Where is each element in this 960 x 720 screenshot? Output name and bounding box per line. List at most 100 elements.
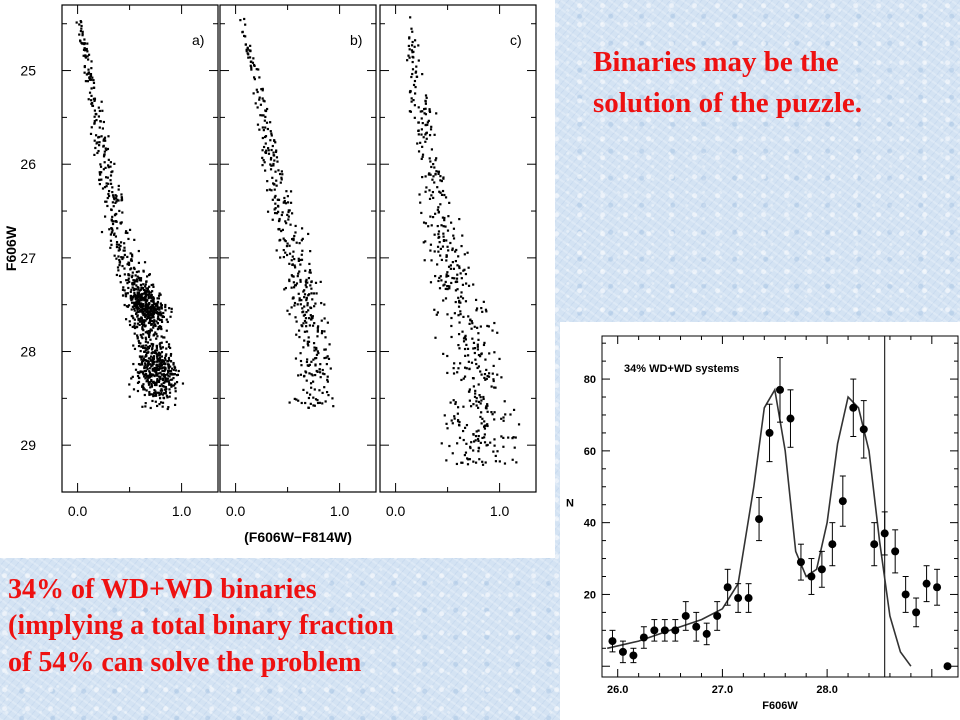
- star-point: [153, 306, 156, 309]
- star-point: [312, 358, 315, 361]
- star-point: [151, 360, 154, 364]
- star-point: [139, 309, 143, 312]
- star-point: [141, 308, 144, 311]
- star-point: [169, 369, 173, 373]
- star-point: [170, 307, 173, 310]
- star-point: [152, 283, 155, 286]
- star-point: [119, 281, 122, 284]
- star-point: [279, 238, 282, 242]
- star-point: [137, 261, 141, 264]
- star-point: [477, 406, 480, 409]
- star-point: [90, 60, 93, 63]
- star-point: [470, 320, 473, 323]
- star-point: [302, 388, 305, 392]
- star-point: [298, 270, 301, 273]
- star-point: [443, 216, 446, 220]
- data-point: [849, 403, 858, 412]
- star-point: [264, 151, 268, 155]
- star-point: [261, 136, 264, 140]
- star-point: [160, 327, 163, 331]
- star-point: [144, 349, 147, 352]
- star-point: [162, 315, 165, 319]
- star-point: [144, 307, 148, 310]
- star-point: [274, 202, 277, 205]
- star-point: [482, 300, 485, 303]
- star-point: [425, 186, 428, 189]
- star-point: [408, 91, 412, 94]
- star-point: [155, 320, 158, 323]
- star-point: [472, 403, 475, 406]
- star-point: [432, 215, 435, 219]
- star-point: [305, 330, 309, 333]
- star-point: [266, 180, 269, 183]
- star-point: [114, 220, 118, 223]
- star-point: [155, 349, 159, 352]
- star-point: [127, 263, 131, 266]
- star-point: [316, 350, 319, 353]
- star-point: [165, 329, 168, 332]
- lf-y-axis-label: N: [566, 498, 574, 510]
- star-point: [142, 383, 145, 386]
- star-point: [326, 375, 329, 378]
- star-point: [280, 176, 283, 179]
- star-point: [412, 99, 415, 102]
- star-point: [245, 50, 248, 53]
- star-point: [438, 276, 441, 280]
- star-point: [243, 17, 246, 21]
- star-point: [163, 336, 166, 339]
- star-point: [482, 397, 485, 401]
- star-point: [255, 88, 258, 91]
- star-point: [278, 217, 281, 221]
- star-point: [145, 344, 148, 347]
- star-point: [137, 317, 140, 320]
- star-point: [128, 323, 132, 327]
- star-point: [154, 331, 157, 334]
- star-point: [136, 291, 140, 294]
- star-point: [430, 148, 434, 151]
- star-point: [162, 311, 165, 315]
- star-point: [118, 261, 121, 264]
- star-point: [477, 429, 480, 432]
- star-point: [152, 362, 155, 366]
- data-point: [671, 626, 680, 635]
- star-point: [311, 316, 314, 319]
- star-point: [305, 311, 308, 314]
- star-point: [300, 401, 303, 405]
- star-point: [170, 367, 174, 370]
- data-point: [933, 583, 942, 592]
- cmd-panel-frame: [61, 4, 219, 493]
- star-point: [168, 381, 171, 385]
- star-point: [295, 333, 298, 336]
- star-point: [102, 155, 106, 158]
- star-point: [303, 339, 306, 342]
- star-point: [148, 314, 151, 317]
- star-point: [126, 282, 129, 285]
- star-point: [430, 165, 433, 169]
- star-point: [122, 286, 125, 289]
- star-point: [428, 109, 431, 112]
- star-point: [139, 298, 142, 301]
- star-point: [299, 278, 302, 282]
- star-point: [308, 363, 311, 366]
- star-point: [331, 397, 334, 400]
- star-point: [112, 205, 115, 208]
- star-point: [131, 298, 134, 301]
- star-point: [433, 133, 436, 136]
- star-point: [289, 201, 293, 204]
- x-tick-label: 0.0: [226, 503, 246, 519]
- star-point: [100, 135, 103, 138]
- star-point: [410, 75, 413, 79]
- star-point: [314, 364, 317, 367]
- star-point: [454, 300, 457, 304]
- star-point: [414, 71, 417, 74]
- star-point: [164, 303, 167, 307]
- star-point: [319, 376, 322, 379]
- star-point: [164, 373, 167, 377]
- star-point: [288, 209, 291, 212]
- star-point: [295, 241, 298, 244]
- star-point: [90, 67, 93, 70]
- star-point: [428, 157, 431, 160]
- star-point: [169, 359, 172, 363]
- star-point: [113, 198, 116, 201]
- star-point: [493, 351, 496, 354]
